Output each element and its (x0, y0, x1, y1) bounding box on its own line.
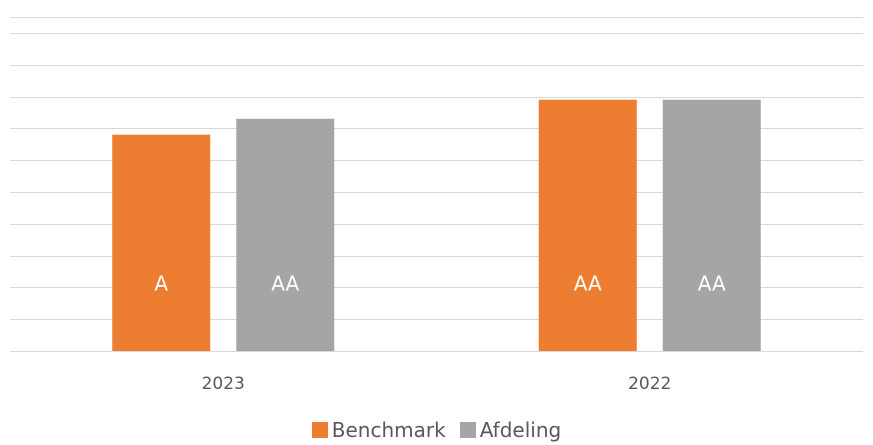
legend: Benchmark Afdeling (0, 418, 873, 442)
x-tick-label-2022: 2022 (628, 374, 671, 394)
legend-label-afdeling: Afdeling (479, 418, 562, 442)
bar-label-afdeling-2022: AA (698, 272, 726, 296)
bar-benchmark-2023 (112, 134, 211, 351)
x-tick-label-2023: 2023 (202, 374, 245, 394)
bar-afdeling-2022 (662, 99, 761, 351)
bar-data-labels: A AA AA AA (154, 272, 726, 296)
bar-label-benchmark-2023: A (154, 272, 168, 296)
legend-swatch-benchmark (311, 422, 328, 438)
bars (112, 99, 761, 352)
x-axis-tick-labels: 2023 2022 (202, 374, 672, 394)
bar-label-afdeling-2023: AA (271, 272, 299, 296)
legend-swatch-afdeling (459, 422, 476, 438)
bar-benchmark-2022 (538, 99, 637, 351)
bar-label-benchmark-2022: AA (574, 272, 602, 296)
legend-item-afdeling: Afdeling (459, 418, 562, 442)
legend-label-benchmark: Benchmark (331, 418, 446, 442)
legend-item-benchmark: Benchmark (311, 418, 446, 442)
bar-afdeling-2023 (236, 118, 335, 352)
